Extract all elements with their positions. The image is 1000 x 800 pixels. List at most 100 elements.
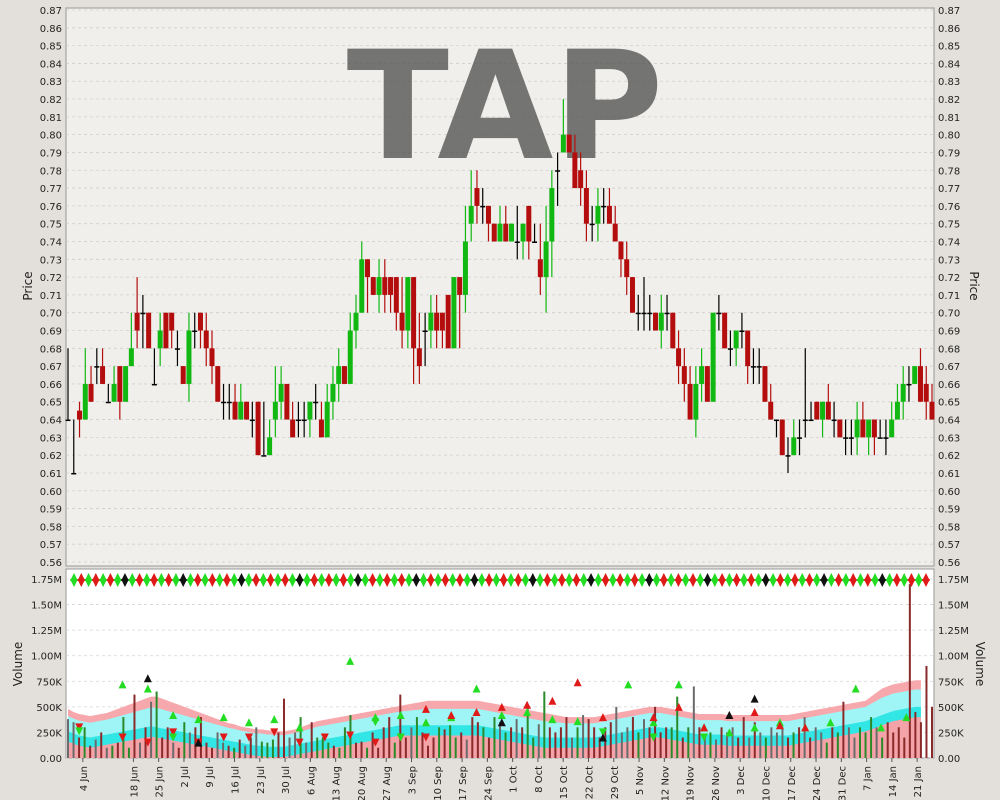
volume-tick-label-left: 1.00M [31,652,62,663]
volume-bar [460,732,463,758]
volume-signal-marker [528,579,537,587]
price-bar-body [768,401,774,420]
price-bar-body [468,205,474,224]
price-bar-body [520,223,526,242]
price-bar-body [111,383,117,402]
price-bar-body [589,223,595,226]
volume-bar [631,717,634,758]
x-tick-label: 10 Dec [761,766,772,800]
price-bar-body [791,437,797,456]
price-tick-label-right: 0.83 [938,77,960,88]
price-bar-body [843,437,849,439]
volume-bar [316,737,319,758]
price-tick-label-right: 0.76 [938,202,960,213]
volume-tick-label-right: 500K [938,703,964,714]
volume-signal-marker [700,723,709,732]
price-bar-body [894,401,900,420]
volume-signal-marker [113,579,122,587]
volume-signal-marker [725,728,734,737]
volume-signal-marker [219,733,228,742]
price-bar-body [146,312,152,349]
volume-signal-marker [447,711,456,720]
price-tick-label-left: 0.79 [40,148,62,159]
price-bar-body [422,330,428,333]
price-bar-body [336,366,342,384]
volume-signal-marker [914,579,923,587]
price-bar-body [117,366,123,402]
price-bar-body [848,437,854,439]
price-bar-body [825,401,831,420]
volume-bar [161,737,164,758]
volume-signal-marker [77,579,86,587]
price-bar-body [77,410,83,420]
volume-signal-marker [696,579,705,587]
price-bar-body [290,419,296,438]
x-tick-label: 21 Jan [913,766,924,797]
volume-bar [842,701,845,758]
x-tick-label: 25 Jun [155,766,166,798]
price-bar-body [341,366,347,384]
volume-signal-marker [320,733,329,742]
price-tick-label-left: 0.85 [40,42,62,53]
volume-bar [355,742,357,758]
volume-signal-marker [623,579,632,587]
volume-bar [233,747,236,758]
price-bar-body [88,383,94,402]
volume-signal-marker [700,733,709,742]
price-tick-label-left: 0.84 [40,59,62,70]
price-axis-label-right: Price [967,271,981,300]
volume-signal-marker [295,738,304,747]
volume-signal-marker [573,678,582,687]
volume-bar [404,737,407,758]
volume-signal-marker [295,723,304,732]
price-tick-label-left: 0.65 [40,398,62,409]
volume-signal-marker [266,579,275,587]
price-tick-label-right: 0.81 [938,113,960,124]
price-tick-label-left: 0.61 [40,469,62,480]
volume-signal-marker [667,579,676,587]
price-bar-body [854,419,860,438]
volume-bar [393,742,396,758]
price-bar-body [388,277,394,295]
volume-bar [105,747,108,758]
volume-bar [499,722,501,758]
volume-bar [476,722,479,758]
volume-signal-marker [477,579,486,587]
volume-bar [222,742,225,758]
price-tick-label-right: 0.60 [938,487,960,498]
price-bar-body [687,383,693,420]
volume-signal-marker [624,680,633,689]
volume-signal-marker [649,713,658,722]
price-bar-body [353,312,359,331]
volume-bar [565,717,568,758]
volume-signal-marker [194,715,203,724]
price-tick-label-left: 0.77 [40,184,62,195]
volume-bar [100,732,103,758]
price-tick-label-right: 0.77 [938,184,960,195]
volume-signal-marker [157,579,166,587]
volume-signal-marker [747,579,756,587]
volume-tick-label-left: 1.25M [31,626,62,637]
price-bar-body [745,330,751,367]
volume-signal-marker [421,733,430,742]
price-bar-body [555,170,561,172]
volume-bar [532,737,535,758]
volume-signal-marker [75,723,84,732]
volume-bar [775,732,778,758]
volume-bar [582,715,585,758]
volume-bar [703,737,706,758]
volume-signal-marker [922,579,930,587]
price-bar-body [284,383,290,420]
price-tick-label-left: 0.76 [40,202,62,213]
price-bar-body [261,455,267,457]
price-bar-body [814,401,820,420]
volume-bar [593,727,596,758]
volume-bar [687,727,690,758]
chart-title: TAP [347,20,664,194]
volume-bar [825,742,828,758]
volume-bar [343,727,346,758]
volume-bar [415,717,418,758]
price-bar-body [693,383,699,420]
price-tick-label-left: 0.81 [40,113,62,124]
